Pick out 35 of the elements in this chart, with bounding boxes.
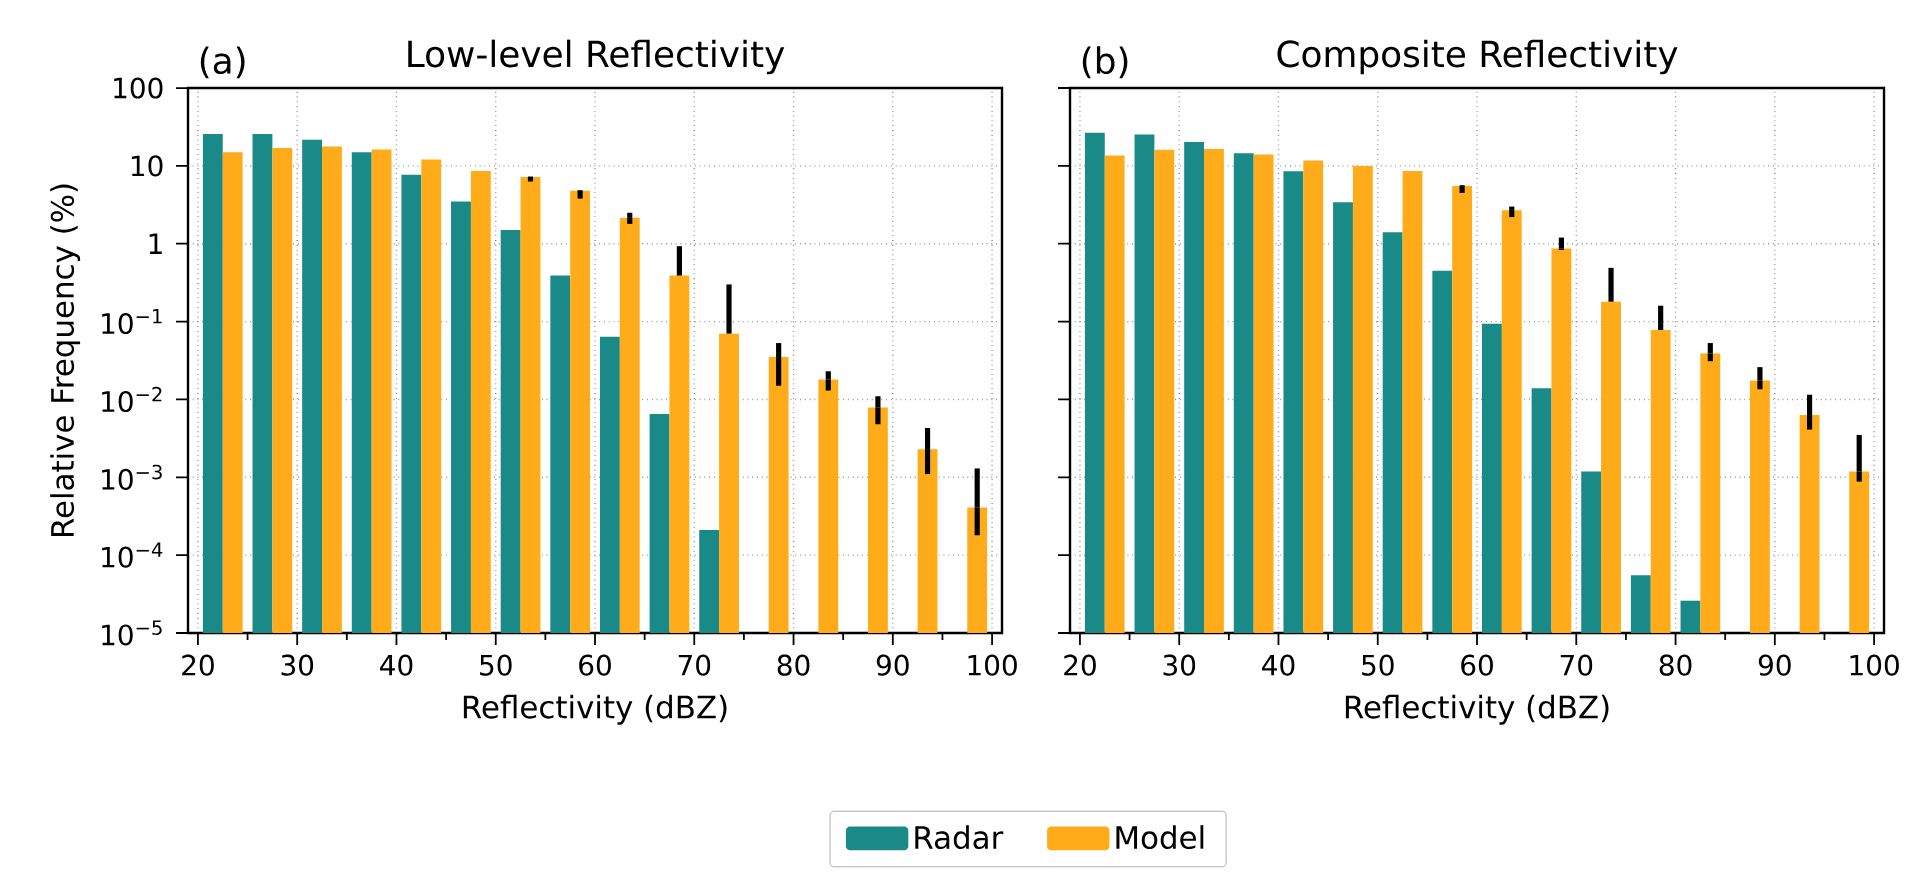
x-tick-label: 40	[380, 654, 413, 676]
y-tick-label: 1	[149, 233, 162, 254]
x-axis-title: Reflectivity (dBZ)	[1345, 694, 1609, 725]
y-tick-label: 10$^{−3}$	[102, 464, 162, 490]
text: (a)	[200, 46, 245, 79]
x-tick-label: 40	[1262, 654, 1295, 676]
y-tick-label: 10$^{−2}$	[102, 386, 162, 413]
y-axis-title: Relative Frequency (%)	[50, 184, 81, 537]
x-tick-label: 90	[1758, 654, 1791, 676]
text: (b)	[1082, 46, 1128, 79]
x-tick-label: 80	[777, 654, 810, 676]
y-tick-label: 10	[131, 155, 163, 177]
x-tick-label: 90	[876, 654, 909, 676]
x-tick-label: 100	[968, 654, 1017, 676]
x-tick-label: 100	[1850, 654, 1899, 676]
legend-label: Model	[1116, 825, 1204, 850]
x-tick-label: 30	[1163, 654, 1196, 676]
x-tick-label: 20	[1064, 654, 1096, 676]
x-tick-label: 50	[480, 654, 512, 676]
x-tick-label: 60	[579, 654, 611, 676]
x-tick-label: 30	[281, 654, 314, 676]
x-tick-label: 70	[678, 654, 711, 676]
chart-title: Low-level Reflectivity	[408, 39, 785, 75]
x-tick-label: 70	[1560, 654, 1593, 676]
y-tick-label: 10$^{−1}$	[102, 309, 162, 335]
x-tick-label: 20	[182, 654, 214, 676]
x-axis-title: Reflectivity (dBZ)	[463, 694, 727, 725]
y-tick-label: 10$^{−5}$	[102, 620, 162, 646]
chart-title: Composite Reflectivity	[1277, 39, 1678, 75]
y-tick-label: 100	[114, 77, 163, 99]
x-tick-label: 80	[1659, 654, 1692, 676]
x-tick-label: 50	[1362, 654, 1394, 676]
x-tick-label: 60	[1461, 654, 1493, 676]
y-tick-label: 10$^{−4}$	[102, 542, 163, 568]
legend-label: Radar	[915, 825, 1004, 850]
